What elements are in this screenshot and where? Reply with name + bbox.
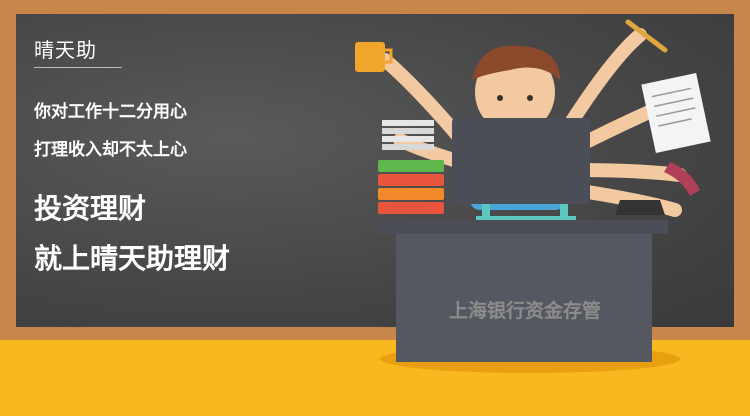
worker-head	[472, 45, 560, 134]
book-stack	[378, 120, 444, 214]
coffee-cup-icon	[355, 42, 393, 72]
desk-label: 上海银行资金存管	[448, 300, 601, 322]
desk	[376, 220, 668, 362]
phone-icon	[664, 162, 700, 196]
headline-2: 就上晴天助理财	[34, 242, 231, 275]
tagline-1: 你对工作十二分用心	[34, 102, 187, 122]
headline-1: 投资理财	[34, 192, 147, 225]
monitor	[452, 118, 590, 221]
paper-sheet-icon	[641, 72, 711, 154]
tagline-2: 打理收入却不太上心	[34, 140, 187, 160]
brand-logo-text: 晴天助	[34, 38, 97, 62]
brand-underline	[34, 67, 122, 68]
